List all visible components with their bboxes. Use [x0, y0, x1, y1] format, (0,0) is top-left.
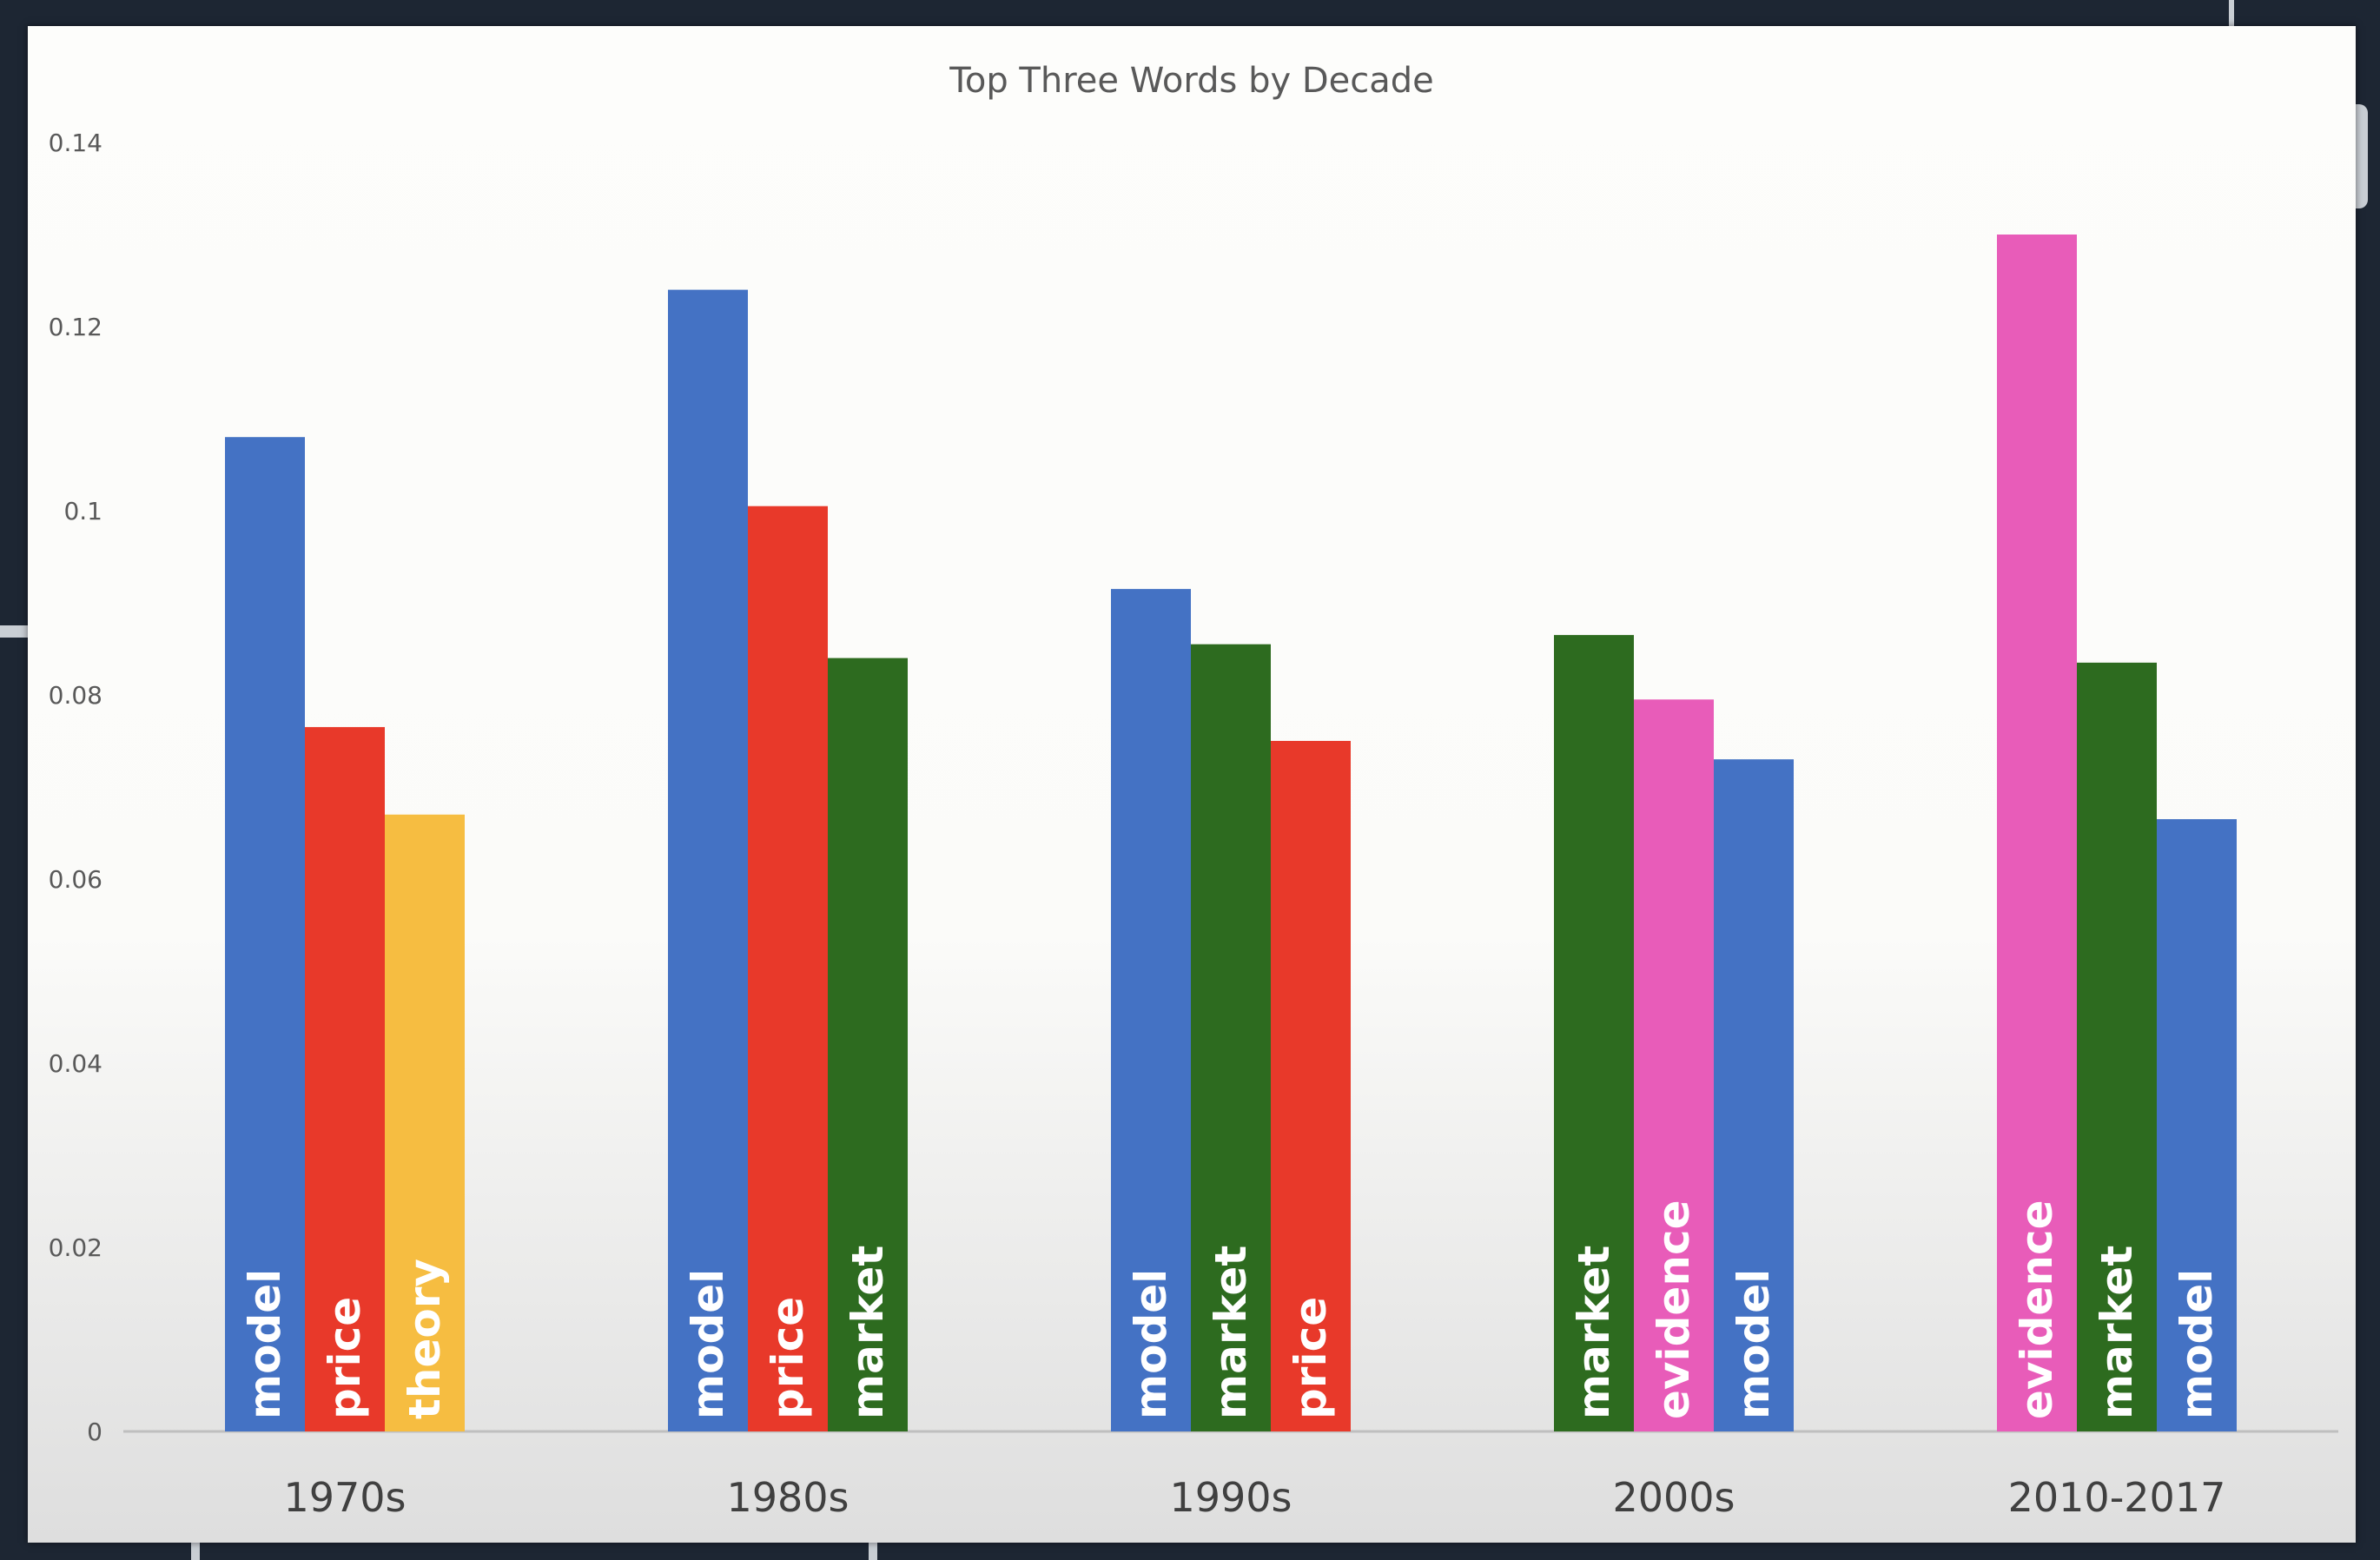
chart-axes: 0 0.02 0.04 0.06 0.08 0.1 0.12 0.14 [49, 129, 2338, 1446]
x-tick-label: 2010-2017 [2008, 1474, 2226, 1521]
bar-2000s-market [1554, 635, 1634, 1431]
bar-2010-2017-evidence [1997, 235, 2077, 1431]
chart-x-tick-labels: 1970s 1980s 1990s 2000s 2010-2017 [283, 1474, 2225, 1521]
backdrop-line [2356, 104, 2368, 208]
backdrop-line [0, 625, 28, 638]
y-tick-label: 0.08 [49, 681, 102, 710]
backdrop-line [191, 1543, 200, 1560]
bar-2010-2017-model [2157, 819, 2237, 1431]
y-tick-label: 0.12 [49, 313, 102, 341]
bar-2000s-evidence [1634, 699, 1714, 1431]
bar-1980s-price [748, 506, 828, 1432]
bar-label: market [843, 1246, 893, 1419]
bar-1970s-model [225, 437, 305, 1432]
bar-label: model [240, 1269, 290, 1419]
y-tick-label: 0 [87, 1418, 102, 1446]
bar-label: model [2172, 1269, 2222, 1419]
bar-label: market [1206, 1246, 1256, 1419]
bar-2000s-model [1714, 759, 1794, 1431]
bar-label: model [683, 1269, 733, 1419]
bar-label: model [1729, 1269, 1779, 1419]
x-tick-label: 1970s [283, 1474, 406, 1521]
y-tick-label: 0.1 [63, 497, 102, 526]
x-tick-label: 2000s [1612, 1474, 1735, 1521]
bar-1990s-price [1271, 741, 1351, 1431]
bar-label: evidence [2012, 1200, 2062, 1420]
bar-1980s-market [828, 658, 908, 1431]
x-tick-label: 1980s [726, 1474, 849, 1521]
bar-1970s-theory [385, 814, 465, 1431]
bar-label: market [1569, 1246, 1619, 1419]
y-tick-label: 0.06 [49, 865, 102, 894]
x-tick-label: 1990s [1169, 1474, 1292, 1521]
bar-label: price [1286, 1297, 1336, 1419]
bar-2010-2017-market [2077, 662, 2157, 1431]
backdrop-line [2229, 0, 2234, 26]
y-tick-label: 0.14 [49, 129, 102, 157]
y-tick-label: 0.02 [49, 1233, 102, 1262]
bar-label: price [320, 1297, 370, 1419]
bar-1970s-price [305, 727, 385, 1431]
bar-1980s-model [668, 289, 748, 1432]
y-tick-label: 0.04 [49, 1049, 102, 1078]
bar-label: theory [400, 1259, 450, 1419]
bar-label: price [763, 1297, 813, 1419]
chart-bars: model price theory model price market model mar… [225, 235, 2237, 1432]
chart-title: Top Three Words by Decade [949, 61, 1434, 101]
bar-label: market [2092, 1246, 2142, 1419]
bar-label: evidence [1649, 1200, 1699, 1420]
bar-label: model [1126, 1269, 1176, 1419]
bar-1990s-model [1111, 589, 1191, 1431]
chart-panel: Top Three Words by Decade 0 0.02 0.04 0.06 0… [28, 26, 2356, 1543]
bar-chart: Top Three Words by Decade 00.020.040.060… [49, 61, 2338, 1521]
backdrop-line [869, 1543, 877, 1560]
bar-1990s-market [1191, 644, 1271, 1431]
